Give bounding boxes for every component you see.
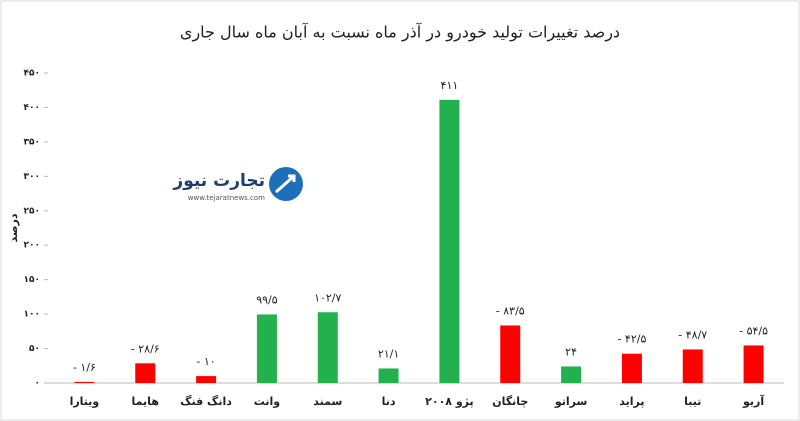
value-label: - ۸۳/۵: [496, 304, 525, 317]
x-tick-label: سمند: [313, 395, 342, 408]
x-tick-label: پژو ۲۰۰۸: [425, 395, 474, 408]
y-tick-label: ۲۰۰: [24, 241, 40, 251]
x-tick-label: وانت: [254, 395, 281, 408]
value-label: ۴۱۱: [441, 79, 459, 92]
y-tick-label: ۳۰۰: [24, 172, 40, 182]
value-label: - ۵۴/۵: [739, 324, 768, 337]
chart-title: درصد تغییرات تولید خودرو در آذر ماه نسبت…: [180, 23, 620, 43]
x-tick-label: سراتو: [554, 395, 587, 408]
x-tick-label: آریو: [742, 394, 764, 408]
bar: [317, 312, 338, 383]
value-label: - ۲۸/۶: [131, 342, 160, 355]
y-tick-label: ۱۰۰: [24, 310, 40, 320]
y-tick-label: ۵۰: [29, 344, 40, 354]
logo: تجارت نیوز www.tejaratnews.com: [172, 167, 303, 202]
bar: [256, 314, 277, 383]
y-tick-label: ۰: [35, 379, 41, 389]
value-label: ۱۰۲/۷: [314, 291, 341, 304]
value-label: - ۴۸/۷: [678, 328, 707, 341]
x-tick-label: ویتارا: [70, 395, 100, 408]
value-label: ۹۹/۵: [256, 293, 278, 306]
value-label: - ۱/۶: [73, 361, 96, 374]
bar: [682, 349, 703, 383]
x-tick-label: پراید: [619, 395, 644, 408]
y-tick-label: ۱۵۰: [24, 275, 40, 285]
x-tick-label: دانگ فنگ: [180, 394, 232, 408]
bar: [500, 325, 521, 383]
value-label: ۲۱/۱: [378, 347, 399, 360]
bar: [743, 345, 764, 383]
logo-url: www.tejaratnews.com: [188, 194, 265, 202]
value-label: ۲۴: [565, 345, 577, 358]
bar: [135, 363, 156, 383]
bar: [378, 368, 399, 383]
logo-name: تجارت نیوز: [172, 171, 265, 191]
y-tick-label: ۴۰۰: [24, 103, 40, 113]
x-tick-label: هایما: [132, 395, 159, 408]
bar: [439, 99, 460, 383]
value-label: - ۱۰: [196, 355, 215, 368]
y-axis-label: درصد: [7, 213, 20, 242]
x-tick-label: تیبا: [684, 395, 701, 408]
x-tick-label: دنا: [382, 395, 396, 408]
bar: [196, 376, 217, 383]
y-tick-label: ۴۵۰: [24, 69, 40, 79]
bar: [621, 353, 642, 383]
y-tick-label: ۲۵۰: [24, 206, 40, 216]
logo-arrow: [275, 174, 296, 194]
y-tick-label: ۳۵۰: [24, 137, 40, 147]
bar: [74, 381, 95, 383]
x-tick-label: چانگان: [492, 395, 528, 408]
value-label: - ۴۲/۵: [617, 333, 646, 346]
bar: [561, 366, 582, 383]
